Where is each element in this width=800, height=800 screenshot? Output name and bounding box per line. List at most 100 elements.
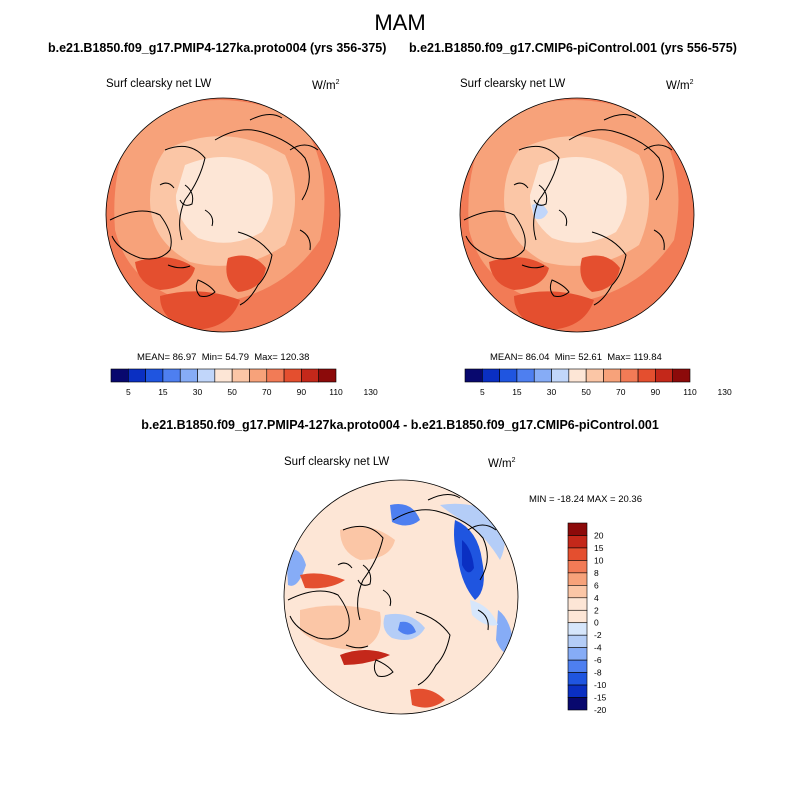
panel-3-map [283,479,519,715]
field-warm-patch-1 [489,257,549,290]
colorbar-tick-label: 10 [594,555,604,565]
panel-3-units: W/m2 [488,457,516,470]
colorbar-box [672,368,691,383]
panel-2-map [459,97,695,333]
colorbar-tick-label: 50 [581,387,591,397]
coastlines [109,114,319,306]
colorbar-box [128,368,146,383]
colorbar-box [318,368,337,383]
colorbar-tick-label: -8 [594,668,602,678]
colorbar-box [567,560,588,574]
map-boundary [283,479,519,715]
colorbar-box [283,368,302,383]
colorbar-tick-label: 70 [616,387,626,397]
colorbar-box [603,368,622,383]
colorbar-box [567,672,588,686]
colorbar-tick-label: 30 [547,387,557,397]
colorbar-box [567,659,588,673]
field-warm-patch-3 [514,291,594,330]
colorbar-tick-label: 6 [594,580,599,590]
colorbar-box [567,634,588,648]
colorbar-tick-label: 110 [329,387,343,397]
panel-1-min: 54.79 [225,352,249,363]
colorbar-tick-label: 0 [594,618,599,628]
colorbar-tick-label: 15 [594,543,604,553]
colorbar-tick-label: -6 [594,655,602,665]
colorbar-tick-label: 20 [594,530,604,540]
colorbar-tick-label: 90 [651,387,661,397]
colorbar-tick-label: 130 [364,387,378,397]
field-neg-patch-8 [398,621,416,635]
field-pos-patch-5 [410,688,445,708]
panel-2-mean: 86.04 [525,352,550,363]
colorbar-box [464,368,483,383]
figure-title: MAM [374,10,426,35]
colorbar-tick-label: 15 [158,387,168,397]
field-pos-patch-1 [300,573,345,589]
colorbar-box [499,368,518,383]
colorbar-tick-label: 4 [594,593,599,603]
colorbar-box [231,368,250,383]
panel-1-map [105,97,341,333]
colorbar-tick-label: 130 [718,387,732,397]
colorbar-box [567,572,588,586]
colorbar-tick-label: 90 [297,387,307,397]
field-neg-patch-9 [470,600,498,626]
colorbar-box [567,585,588,599]
panel-3-variable: Surf clearsky net LW [284,456,390,468]
panel-3-stats: MIN = -18.24 MAX = 20.36 [529,494,643,505]
colorbar-box [214,368,233,383]
map-boundary [459,97,695,333]
colorbar-box [567,547,588,561]
panel-2-variable: Surf clearsky net LW [460,78,566,90]
colorbar-box [567,697,588,711]
map-boundary [105,97,341,333]
field-pos-patch-4 [340,526,395,560]
colorbar-box [197,368,216,383]
colorbar-box [620,368,639,383]
colorbar-box [301,368,319,383]
colorbar-tick-label: 70 [262,387,272,397]
colorbar-tick-label: -10 [594,680,607,690]
colorbar-tick-label: -2 [594,630,602,640]
colorbar-tick-label: 2 [594,605,599,615]
colorbar-box [482,368,500,383]
field-contour-pole [529,157,627,243]
panel-2-max: 119.84 [633,352,662,363]
colorbar-box [568,368,587,383]
colorbar-box [567,535,588,549]
colorbar-tick-label: -4 [594,643,602,653]
panel-2-units: W/m2 [666,79,694,92]
colorbar-tick-label: -15 [594,693,607,703]
colorbar-box [162,368,181,383]
panel-1-units: W/m2 [312,79,340,92]
colorbar-box [110,368,129,383]
colorbar-tick-label: 110 [683,387,697,397]
colorbar-box [637,368,656,383]
colorbar-box [567,647,588,661]
field-neg-patch-4 [390,504,420,526]
field-contour-pole [175,157,273,243]
colorbar-box [655,368,673,383]
colorbar-box [516,368,535,383]
field-warm-patch-2 [226,255,266,292]
colorbar-box [249,368,268,383]
colorbar-box [567,622,588,636]
panel-1-mean: 86.97 [172,352,197,363]
colorbar-box [567,522,588,536]
colorbar-tick-label: 5 [126,387,131,397]
colorbar-tick-label: 50 [227,387,237,397]
panel-1-colorbar: 5 15 30 50 70 90 110 130 [110,368,378,397]
field-warm-patch-1 [135,257,195,290]
panel-2-colorbar: 5 15 30 50 70 90 110 130 [464,368,732,397]
panel-1-stats: MEAN= 86.97 Min= 54.79 Max= 120.38 [137,352,310,363]
colorbar-tick-label: -20 [594,705,607,715]
colorbar-tick-label: 30 [193,387,203,397]
colorbar-box [567,597,588,611]
colorbar-box [145,368,164,383]
colorbar-tick-label: 8 [594,568,599,578]
panel-1-title: b.e21.B1850.f09_g17.PMIP4-127ka.proto004… [48,41,387,55]
field-warm-patch-2 [580,255,620,292]
